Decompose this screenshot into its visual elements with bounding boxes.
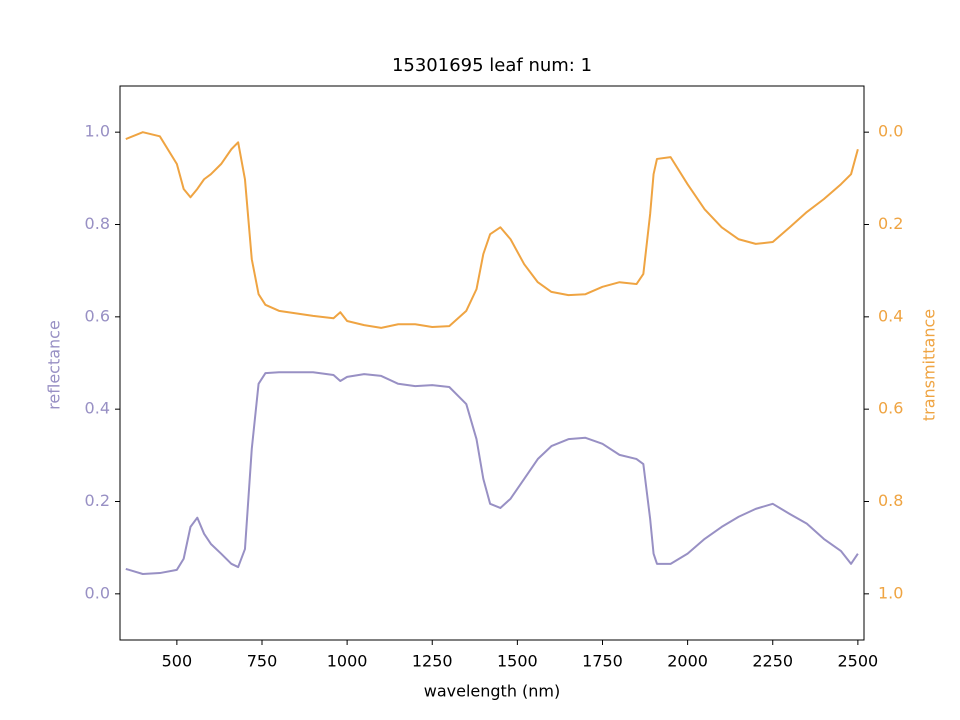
x-tick-label: 1000: [327, 652, 368, 671]
y2-tick-label: 0.4: [878, 306, 903, 325]
x-tick-label: 1500: [497, 652, 538, 671]
y-tick-label: 0.4: [85, 399, 110, 418]
y2-tick-label: 1.0: [878, 583, 903, 602]
y-tick-label: 0.2: [85, 491, 110, 510]
series-line: [125, 371, 859, 575]
x-axis-label: wavelength (nm): [424, 682, 561, 701]
y-tick-label: 0.6: [85, 306, 110, 325]
y-tick-label: 0.0: [85, 583, 110, 602]
plot-frame: [119, 85, 865, 641]
y2-tick-label: 0.8: [878, 491, 903, 510]
y-tick-label: 0.8: [85, 214, 110, 233]
x-tick-label: 2000: [667, 652, 708, 671]
x-tick-label: 1750: [582, 652, 623, 671]
y2-axis-label: transmittance: [920, 309, 939, 421]
y-axis-label: reflectance: [45, 320, 64, 410]
y2-tick-label: 0.6: [878, 399, 903, 418]
y-tick-label: 1.0: [85, 122, 110, 141]
x-tick-label: 2500: [838, 652, 879, 671]
x-tick-label: 750: [247, 652, 278, 671]
y2-tick-label: 0.2: [878, 214, 903, 233]
chart-title: 15301695 leaf num: 1: [392, 55, 592, 76]
x-tick-label: 1250: [412, 652, 453, 671]
series-line: [125, 131, 859, 329]
y2-tick-label: 0.0: [878, 122, 903, 141]
x-tick-label: 500: [162, 652, 193, 671]
x-tick-label: 2250: [752, 652, 793, 671]
